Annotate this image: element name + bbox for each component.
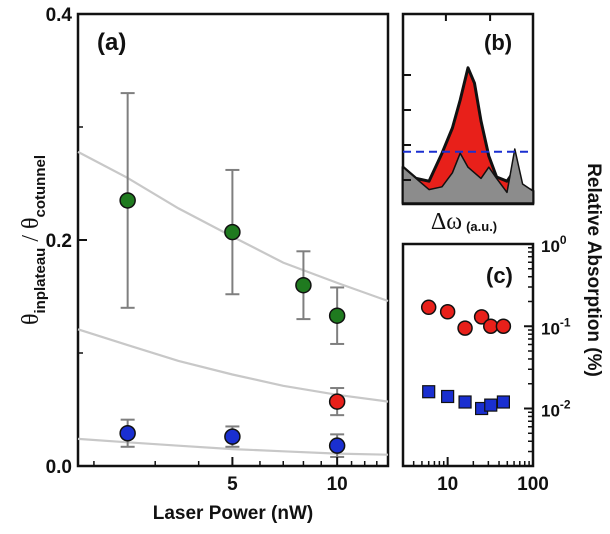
panel-b-label: (b) — [484, 30, 512, 55]
y-title-slash: / θ — [18, 217, 44, 247]
panel-c-frame — [401, 242, 535, 468]
panel-b-ticks — [403, 14, 492, 181]
panel-a-error-bars — [120, 92, 345, 458]
panel-b-x-axis-title: Δω (a.u.) — [431, 209, 497, 235]
y-title-theta1: θ — [18, 314, 44, 326]
y-title-sub2: cotunnel — [32, 155, 49, 218]
x-tick-label: 10 — [327, 474, 348, 495]
c-point-blue — [484, 398, 498, 412]
gray-area — [402, 148, 534, 204]
c-x-tick-label: 10 — [437, 474, 458, 495]
panel-c-y-axis-title: Relative Absorption (%) — [583, 163, 604, 377]
c-y-tick-label: 100 — [541, 233, 567, 256]
y-tick-label: 0.4 — [46, 5, 73, 26]
c-point-red — [457, 320, 473, 336]
point-green — [224, 223, 241, 241]
c-point-red — [495, 318, 512, 335]
c-point-blue — [441, 389, 455, 404]
fit-line-red — [77, 328, 389, 403]
y-title-sub1: inplateau — [32, 248, 49, 314]
panel-b: (b) Δω (a.u.) — [401, 12, 535, 235]
svg-text:θinplateau / θcotunnel: θinplateau / θcotunnel — [18, 155, 49, 325]
panel-c-label: (c) — [486, 263, 513, 288]
point-green — [119, 192, 136, 209]
b-x-title-main: Δω — [431, 209, 462, 235]
c-point-red — [420, 299, 437, 316]
point-blue — [224, 428, 241, 445]
panel-c-points — [420, 299, 512, 416]
panel-b-areas — [401, 66, 535, 205]
c-y-tick-base: 10 — [541, 402, 560, 421]
panel-a-points — [119, 192, 346, 454]
c-x-tick-label: 100 — [517, 474, 549, 495]
panel-a-label: (a) — [97, 29, 126, 56]
c-point-blue — [458, 395, 472, 409]
c-y-tick-label: 10-1 — [541, 315, 571, 338]
c-y-tick-base: 10 — [541, 237, 560, 256]
point-blue — [119, 424, 136, 442]
y-tick-label: 0.2 — [46, 231, 72, 252]
c-y-tick-exponent: -2 — [560, 398, 571, 412]
panel-a-ticks: 0.0 0.2 0.4 5 10 — [46, 5, 389, 495]
c-point-red — [439, 304, 456, 320]
point-blue — [328, 437, 346, 454]
panel-a-x-axis-title: Laser Power (nW) — [153, 503, 313, 524]
x-tick-label: 5 — [227, 474, 238, 495]
c-point-red — [473, 309, 490, 325]
panel-a-y-axis-title: θinplateau / θcotunnel — [18, 155, 49, 325]
b-x-title-sub: (a.u.) — [466, 219, 497, 234]
c-y-tick-label: 10-2 — [541, 398, 571, 421]
c-point-blue — [422, 385, 436, 399]
c-y-tick-exponent: -1 — [560, 315, 571, 329]
point-green — [295, 276, 312, 294]
c-y-tick-base: 10 — [541, 319, 560, 338]
c-y-tick-exponent: 0 — [560, 233, 567, 247]
point-red — [328, 393, 346, 410]
panel-a: (a) 0.0 0.2 0.4 5 10 Laser Power (nW) θinpla… — [18, 5, 390, 524]
c-point-blue — [496, 395, 510, 409]
point-green — [328, 307, 346, 324]
y-tick-label: 0.0 — [46, 457, 72, 478]
